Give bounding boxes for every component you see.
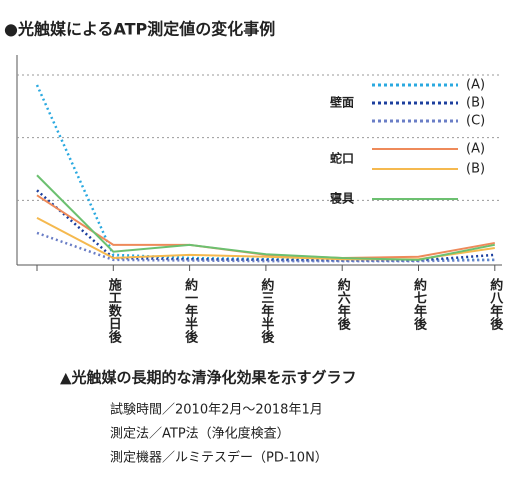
series-line [35, 84, 495, 262]
x-tick-label: 約一年半後 [182, 277, 198, 344]
note: 試験時間／2010年2月～2018年1月 [110, 402, 323, 418]
x-tick-label: 施工数日後 [106, 277, 122, 344]
legend-label: (A) [466, 78, 485, 93]
legend-label: (A) [466, 142, 485, 157]
series-line [36, 194, 495, 259]
caption: ▲光触媒の長期的な清浄化効果を示すグラフ [60, 369, 357, 387]
x-tick-label: 約八年後 [487, 277, 504, 331]
x-tick-label: 約七年後 [411, 277, 427, 331]
x-tick-label: 約三年半後 [258, 277, 274, 344]
series-line [36, 216, 495, 261]
legend-label: (B) [466, 96, 485, 111]
legend-label: (C) [466, 114, 485, 129]
series-line [36, 189, 495, 262]
chart-title: ●光触媒によるATP測定値の変化事例 [4, 20, 275, 39]
note: 測定機器／ルミテスデー（PD-10N） [110, 450, 328, 466]
x-tick-label: 約六年後 [335, 277, 351, 331]
series-line [36, 231, 495, 263]
legend-group-label: 壁面 [330, 95, 354, 110]
legend-group-label: 寝具 [330, 191, 354, 206]
series-line [36, 174, 495, 261]
legend-group-label: 蛇口 [330, 151, 354, 166]
legend-label: (B) [466, 162, 485, 177]
note: 測定法／ATP法（浄化度検査） [110, 426, 290, 442]
